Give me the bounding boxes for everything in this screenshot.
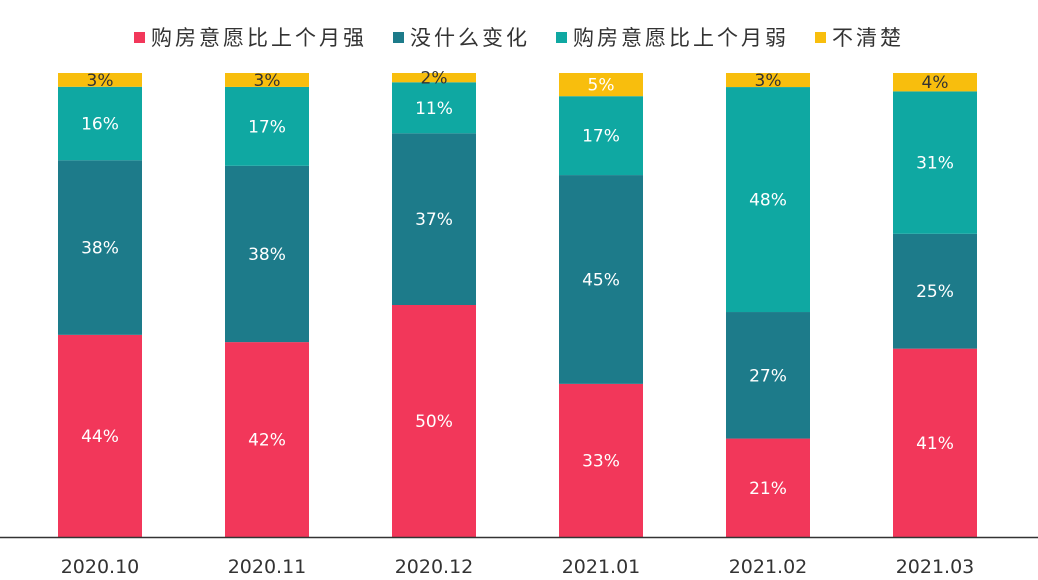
bar-segment bbox=[726, 87, 810, 313]
legend-swatch-no-change bbox=[393, 31, 404, 43]
legend-swatch-unclear bbox=[815, 31, 826, 43]
bar-segment bbox=[726, 73, 810, 88]
bar-segment bbox=[893, 348, 977, 537]
bar-segment bbox=[392, 82, 476, 134]
legend-item-no-change: 没什么变化 bbox=[393, 22, 530, 52]
legend-label-weaker: 购房意愿比上个月弱 bbox=[573, 26, 789, 50]
data-label: 17% bbox=[582, 127, 620, 147]
bar-segment bbox=[58, 334, 142, 537]
legend: 购房意愿比上个月强 没什么变化 购房意愿比上个月弱 不清楚 bbox=[0, 22, 1038, 52]
legend-swatch-weaker bbox=[556, 31, 567, 43]
bar-segment bbox=[392, 73, 476, 83]
data-label: 3% bbox=[87, 71, 114, 91]
legend-label-stronger: 购房意愿比上个月强 bbox=[151, 26, 367, 50]
data-label: 38% bbox=[81, 239, 119, 259]
data-label: 25% bbox=[916, 282, 954, 302]
bar-segment bbox=[225, 73, 309, 87]
legend-swatch-stronger bbox=[134, 31, 145, 43]
bar-segment bbox=[893, 91, 977, 234]
x-tick-label: 2020.12 bbox=[395, 556, 474, 578]
bar-segment bbox=[726, 438, 810, 537]
bar-segment bbox=[225, 86, 309, 166]
bar-segment bbox=[58, 73, 142, 87]
data-label: 5% bbox=[588, 76, 615, 96]
bar-segment bbox=[559, 96, 643, 176]
bar-segment bbox=[392, 133, 476, 305]
data-label: 31% bbox=[916, 154, 954, 174]
bar-segment bbox=[58, 86, 142, 161]
data-label: 17% bbox=[248, 117, 286, 137]
bar-segment bbox=[559, 383, 643, 537]
data-label: 44% bbox=[81, 427, 119, 447]
data-label: 2% bbox=[421, 69, 448, 89]
data-label: 41% bbox=[916, 434, 954, 454]
bar-segment bbox=[392, 305, 476, 537]
data-label: 11% bbox=[415, 99, 453, 119]
bar-segment bbox=[559, 73, 643, 97]
bar-segment bbox=[225, 342, 309, 537]
x-tick-label: 2021.03 bbox=[896, 556, 975, 578]
data-label: 37% bbox=[415, 210, 453, 230]
legend-label-no-change: 没什么变化 bbox=[410, 26, 530, 50]
legend-item-weaker: 购房意愿比上个月弱 bbox=[556, 22, 789, 52]
data-label: 45% bbox=[582, 270, 620, 290]
data-label: 21% bbox=[749, 479, 787, 499]
data-label: 50% bbox=[415, 412, 453, 432]
data-label: 4% bbox=[922, 73, 949, 93]
legend-item-stronger: 购房意愿比上个月强 bbox=[134, 22, 367, 52]
bar-segment bbox=[726, 312, 810, 439]
data-label: 3% bbox=[254, 71, 281, 91]
data-label: 3% bbox=[755, 71, 782, 91]
legend-item-unclear: 不清楚 bbox=[815, 22, 904, 52]
bar-segment bbox=[225, 165, 309, 343]
data-label: 38% bbox=[248, 245, 286, 265]
bar-segment bbox=[559, 175, 643, 384]
data-label: 33% bbox=[582, 451, 620, 471]
legend-label-unclear: 不清楚 bbox=[832, 26, 904, 50]
x-tick-label: 2020.10 bbox=[61, 556, 140, 578]
bar-segment bbox=[58, 160, 142, 335]
x-tick-label: 2021.01 bbox=[562, 556, 641, 578]
bar-segment bbox=[893, 73, 977, 92]
x-tick-label: 2021.02 bbox=[729, 556, 808, 578]
data-label: 27% bbox=[749, 366, 787, 386]
x-tick-label: 2020.11 bbox=[228, 556, 307, 578]
data-label: 48% bbox=[749, 191, 787, 211]
data-label: 16% bbox=[81, 115, 119, 135]
data-label: 42% bbox=[248, 431, 286, 451]
bar-segment bbox=[893, 233, 977, 349]
